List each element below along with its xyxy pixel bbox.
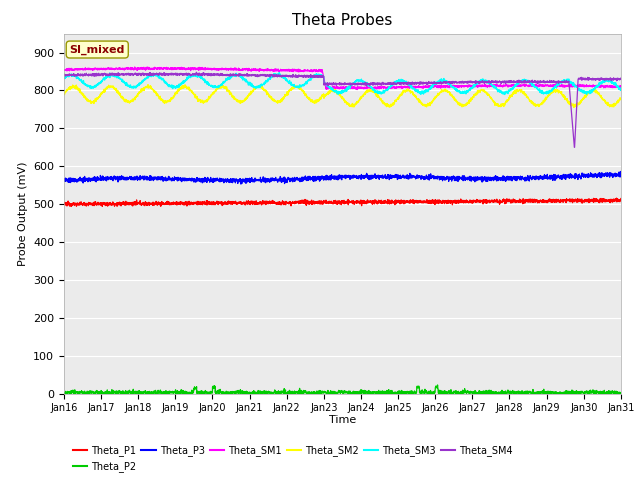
Theta_P1: [617, 196, 625, 202]
Theta_SM1: [131, 64, 139, 70]
Theta_SM3: [275, 70, 283, 76]
Theta_SM1: [124, 66, 131, 72]
Title: Theta Probes: Theta Probes: [292, 13, 392, 28]
Theta_P1: [60, 202, 68, 207]
Theta_SM4: [546, 79, 554, 85]
Theta_SM1: [353, 87, 361, 93]
Theta_P3: [298, 174, 306, 180]
Line: Theta_SM3: Theta_SM3: [64, 73, 621, 95]
Theta_SM3: [60, 75, 68, 81]
Theta_SM3: [617, 86, 625, 92]
Theta_P2: [547, 391, 554, 396]
Theta_P1: [606, 199, 614, 204]
Theta_SM4: [617, 75, 625, 81]
Theta_P2: [434, 382, 442, 388]
Theta_SM2: [274, 100, 282, 106]
Theta_SM1: [606, 83, 614, 89]
Y-axis label: Probe Output (mV): Probe Output (mV): [17, 161, 28, 266]
Theta_P2: [60, 390, 68, 396]
Theta_P1: [274, 199, 282, 205]
Theta_P1: [546, 198, 554, 204]
Text: SI_mixed: SI_mixed: [70, 44, 125, 55]
Theta_SM4: [60, 72, 68, 78]
X-axis label: Time: Time: [329, 415, 356, 425]
Line: Theta_SM2: Theta_SM2: [64, 85, 621, 108]
Theta_SM3: [157, 75, 164, 81]
Theta_SM2: [606, 103, 614, 109]
Theta_P3: [157, 177, 164, 183]
Theta_SM2: [298, 87, 306, 93]
Theta_SM4: [274, 72, 282, 78]
Theta_P1: [612, 195, 620, 201]
Theta_P1: [99, 204, 106, 209]
Theta_SM4: [570, 144, 578, 150]
Theta_SM1: [157, 65, 164, 71]
Line: Theta_P2: Theta_P2: [64, 385, 621, 394]
Line: Theta_P3: Theta_P3: [64, 171, 621, 184]
Theta_P2: [124, 389, 131, 395]
Theta_SM4: [193, 69, 200, 75]
Theta_P2: [606, 388, 614, 394]
Theta_SM3: [298, 82, 306, 88]
Theta_SM3: [124, 83, 131, 88]
Theta_P1: [124, 199, 132, 205]
Theta_SM3: [501, 92, 509, 97]
Theta_P2: [274, 390, 282, 396]
Theta_SM4: [157, 71, 164, 77]
Theta_SM2: [124, 99, 131, 105]
Theta_P1: [298, 200, 306, 205]
Legend: Theta_P1, Theta_P2, Theta_P3, Theta_SM1, Theta_SM2, Theta_SM3, Theta_SM4: Theta_P1, Theta_P2, Theta_P3, Theta_SM1,…: [69, 442, 516, 476]
Line: Theta_P1: Theta_P1: [64, 198, 621, 206]
Theta_SM2: [144, 82, 152, 88]
Theta_SM3: [606, 78, 614, 84]
Theta_SM2: [570, 105, 578, 110]
Theta_P3: [617, 173, 625, 179]
Theta_SM2: [157, 96, 164, 101]
Line: Theta_SM4: Theta_SM4: [64, 72, 621, 147]
Theta_SM1: [298, 68, 306, 73]
Theta_SM1: [547, 84, 554, 89]
Theta_P3: [617, 168, 625, 174]
Theta_P3: [606, 171, 614, 177]
Theta_P3: [237, 181, 244, 187]
Theta_SM1: [274, 68, 282, 73]
Theta_SM4: [606, 75, 614, 81]
Theta_P3: [274, 180, 282, 185]
Theta_P1: [157, 204, 164, 209]
Theta_SM2: [546, 92, 554, 98]
Theta_SM3: [274, 71, 282, 77]
Theta_SM1: [617, 84, 625, 90]
Theta_P2: [358, 391, 365, 396]
Theta_P3: [60, 178, 68, 183]
Theta_SM2: [617, 96, 625, 101]
Theta_P3: [124, 175, 131, 180]
Theta_SM2: [60, 90, 68, 96]
Theta_P2: [298, 389, 305, 395]
Theta_SM4: [298, 73, 306, 79]
Line: Theta_SM1: Theta_SM1: [64, 67, 621, 90]
Theta_SM1: [60, 67, 68, 73]
Theta_SM4: [124, 72, 131, 77]
Theta_P2: [617, 391, 625, 396]
Theta_P3: [546, 172, 554, 178]
Theta_SM3: [547, 87, 554, 93]
Theta_P2: [157, 388, 164, 394]
